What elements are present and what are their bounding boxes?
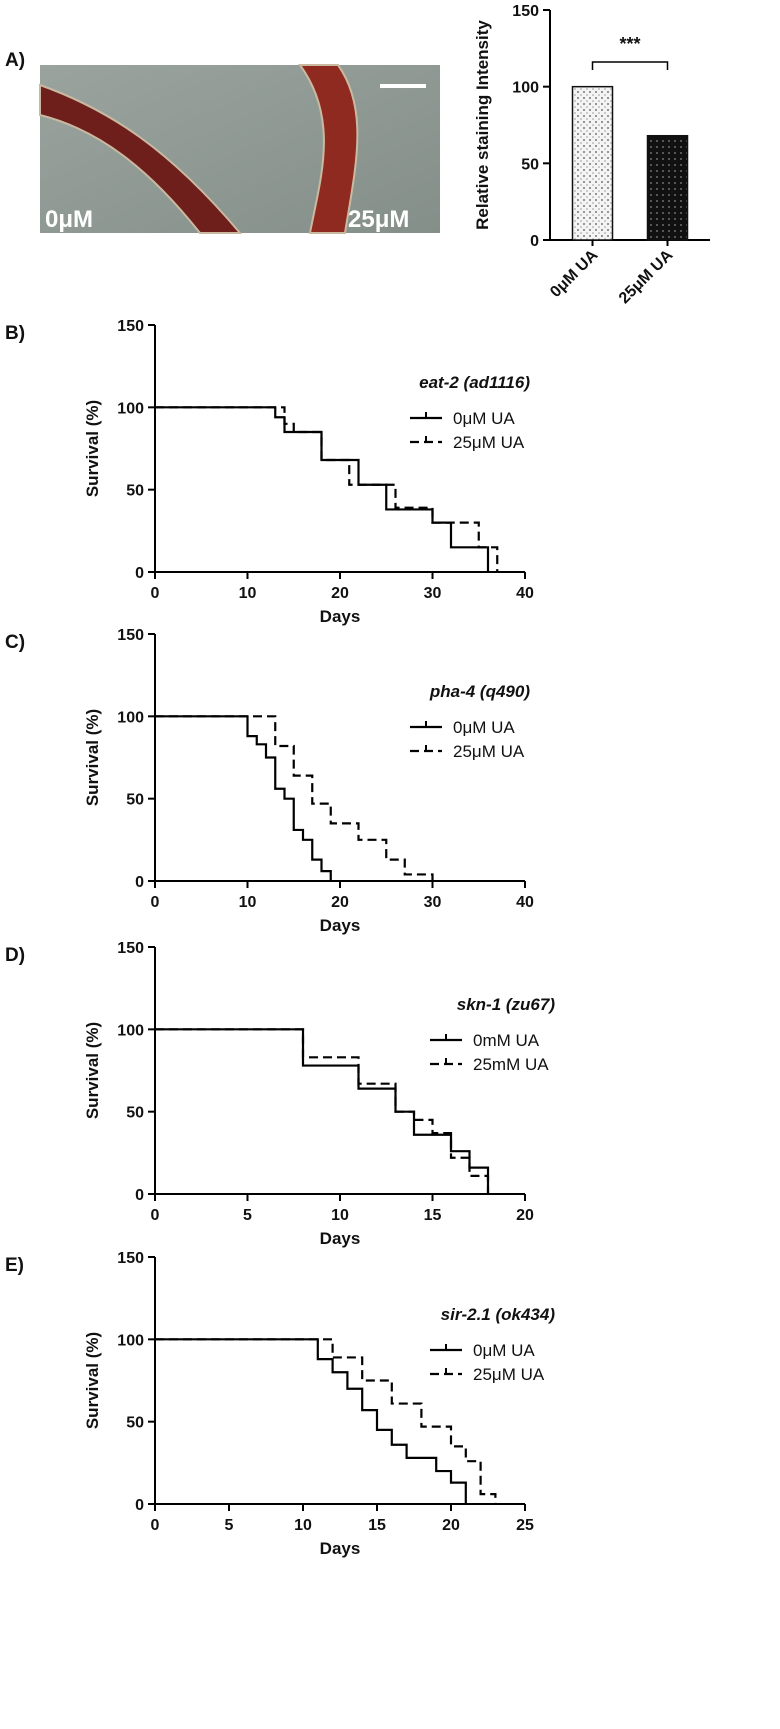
y-tick-label: 100 <box>117 400 144 417</box>
image-label: 0μM <box>45 206 93 233</box>
x-tick-label: 20 <box>331 894 349 911</box>
x-tick-label: 15 <box>368 1517 386 1534</box>
x-tick-label: 30 <box>424 894 442 911</box>
x-tick-label: 20 <box>331 585 349 602</box>
legend-title: pha-4 (q490) <box>429 682 530 701</box>
x-tick-label: 5 <box>243 1207 252 1224</box>
significance-bracket <box>591 61 669 70</box>
worm-0 <box>39 83 243 234</box>
y-tick-label: 150 <box>117 940 144 957</box>
legend-label: 0μM UA <box>473 1341 535 1360</box>
x-tick-label: 20 <box>442 1517 460 1534</box>
y-tick-label: 150 <box>117 1250 144 1267</box>
x-tick-label: 15 <box>424 1207 442 1224</box>
survival-curve <box>155 1028 490 1194</box>
legend-label: 25μM UA <box>473 1365 545 1384</box>
annotation: *** <box>619 34 640 54</box>
bar <box>646 134 689 241</box>
y-tick-label: 50 <box>126 483 144 500</box>
y-tick-label: 50 <box>126 792 144 809</box>
panel-label: C) <box>5 632 25 653</box>
legend-label: 25μM UA <box>453 742 525 761</box>
x-tick-label: 0 <box>151 1207 160 1224</box>
x-tick-label: 0 <box>151 894 160 911</box>
panel-label: B) <box>5 323 25 344</box>
x-tick-label: 0 <box>151 1517 160 1534</box>
x-axis-label: Days <box>320 1229 361 1248</box>
legend-title: sir-2.1 (ok434) <box>441 1305 556 1324</box>
survival-curve <box>155 1338 497 1504</box>
y-axis-label: Survival (%) <box>83 1332 102 1429</box>
y-tick-label: 0 <box>135 874 144 891</box>
legend-label: 25μM UA <box>453 433 525 452</box>
x-tick-label: 20 <box>516 1207 534 1224</box>
micrograph-background <box>40 65 440 233</box>
survival-curve <box>155 1338 467 1504</box>
y-tick-label: 100 <box>117 1332 144 1349</box>
y-tick-label: 100 <box>512 80 539 97</box>
y-tick-label: 50 <box>126 1415 144 1432</box>
panel-label: D) <box>5 945 25 966</box>
survival-curve <box>155 406 490 572</box>
worm-25 <box>298 64 359 234</box>
legend-label: 25mM UA <box>473 1055 549 1074</box>
survival-curve <box>155 1028 490 1194</box>
x-tick-label: 30 <box>424 585 442 602</box>
image-label: 25μM <box>348 206 409 233</box>
bar <box>571 85 614 241</box>
x-tick-label: 40 <box>516 585 534 602</box>
y-tick-label: 50 <box>521 156 539 173</box>
legend-title: eat-2 (ad1116) <box>419 373 530 392</box>
y-tick-label: 150 <box>117 318 144 335</box>
y-tick-label: 150 <box>512 3 539 20</box>
y-axis-label: Survival (%) <box>83 400 102 497</box>
x-tick-label: 5 <box>225 1517 234 1534</box>
x-tick-label: 10 <box>331 1207 349 1224</box>
survival-curve <box>155 715 332 881</box>
micrograph: A) 0μM 25μM <box>5 50 440 234</box>
legend-label: 0μM UA <box>453 718 515 737</box>
y-tick-label: 100 <box>117 709 144 726</box>
y-tick-label: 0 <box>135 1497 144 1514</box>
x-tick-label: 25 <box>516 1517 534 1534</box>
legend-label: 0mM UA <box>473 1031 540 1050</box>
y-axis-label: Survival (%) <box>83 1022 102 1119</box>
legend-label: 0μM UA <box>453 409 515 428</box>
x-tick-label: 25μM UA <box>616 246 677 307</box>
y-tick-label: 0 <box>530 233 539 250</box>
x-axis-label: Days <box>320 916 361 935</box>
x-tick-label: 0μM UA <box>547 246 601 300</box>
y-tick-label: 50 <box>126 1105 144 1122</box>
x-axis-label: Days <box>320 607 361 626</box>
survival-curve <box>155 406 499 572</box>
y-tick-label: 0 <box>135 565 144 582</box>
x-tick-label: 10 <box>239 585 257 602</box>
y-tick-label: 100 <box>117 1022 144 1039</box>
x-tick-label: 10 <box>294 1517 312 1534</box>
y-tick-label: 0 <box>135 1187 144 1204</box>
y-axis-label: Survival (%) <box>83 709 102 806</box>
panel-label: A) <box>5 50 25 71</box>
x-tick-label: 10 <box>239 894 257 911</box>
x-tick-label: 0 <box>151 585 160 602</box>
y-tick-label: 150 <box>117 627 144 644</box>
x-axis-label: Days <box>320 1539 361 1558</box>
y-axis-label: Relative staining Intensity <box>473 20 492 230</box>
legend-title: skn-1 (zu67) <box>457 995 556 1014</box>
survival-curve <box>155 715 434 881</box>
panel-label: E) <box>5 1255 24 1276</box>
x-tick-label: 40 <box>516 894 534 911</box>
